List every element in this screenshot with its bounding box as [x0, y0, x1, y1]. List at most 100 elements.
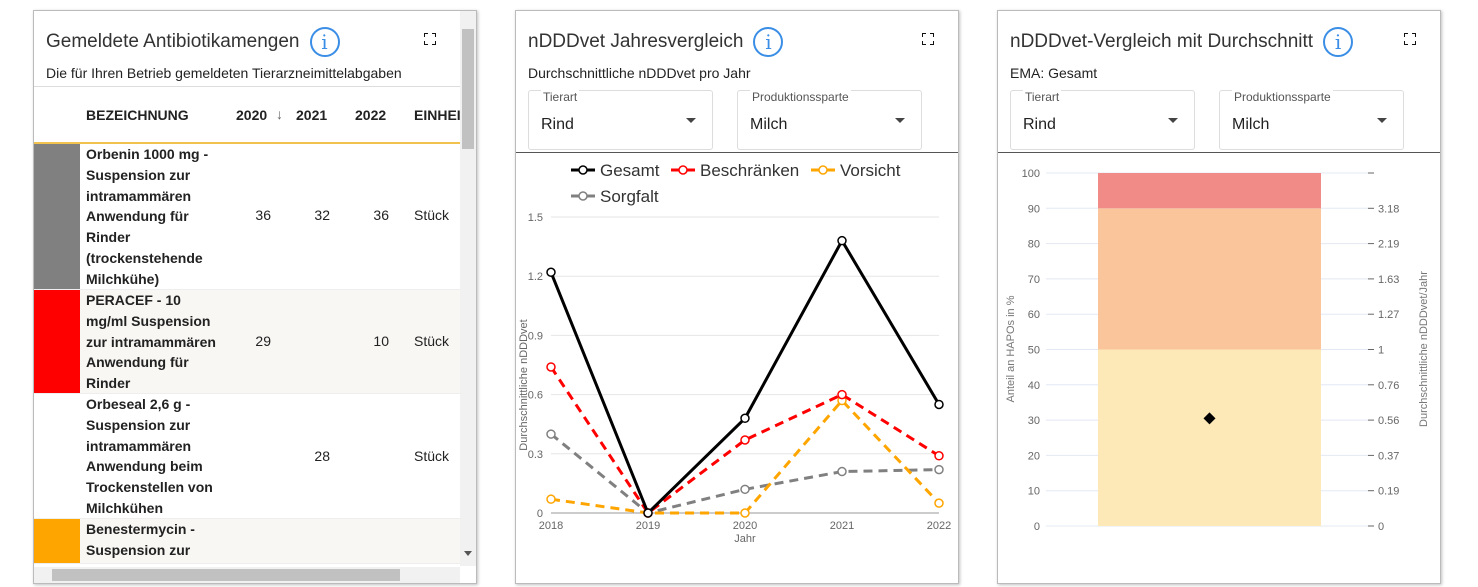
value-2022: 10	[373, 333, 389, 349]
value-2020: 29	[255, 333, 271, 349]
select-value: Milch	[750, 116, 788, 133]
produktionssparte-select[interactable]: Produktionssparte Milch	[1219, 90, 1404, 150]
table-row[interactable]: Orbeseal 2,6 g - Suspension zur intramam…	[34, 394, 460, 519]
line-chart: 0 0.3 0.6 0.9 1.2 1.5 2018 2019 2020 2021 2022 Jahr…	[518, 161, 951, 545]
select-value: Rind	[1023, 116, 1056, 133]
table-row[interactable]: Orbenin 1000 mg - Suspension zur intrama…	[34, 144, 460, 290]
y-tick-label: 90	[1028, 203, 1040, 215]
panel-title: Gemeldete Antibiotikamengen i	[46, 27, 340, 57]
legend-marker	[578, 191, 588, 201]
y-tick-label: 0.6	[528, 390, 543, 402]
legend-label: Gesamt	[600, 161, 660, 180]
data-point	[934, 464, 944, 475]
tierart-select[interactable]: Tierart Rind	[1010, 90, 1195, 150]
data-point	[740, 508, 750, 518]
value-marker	[1203, 412, 1216, 425]
y-tick-label: 80	[1028, 239, 1040, 251]
column-header-2020[interactable]: 2020	[236, 107, 268, 123]
dropdown-arrow-icon	[686, 118, 696, 123]
x-tick-label: 2019	[636, 520, 660, 532]
data-point	[546, 429, 556, 439]
column-header-name[interactable]: BEZEICHNUNG	[86, 107, 189, 123]
y2-tick-label: 1.63	[1378, 274, 1399, 286]
produktionssparte-select[interactable]: Produktionssparte Milch	[737, 90, 922, 150]
select-value: Milch	[1232, 116, 1270, 133]
legend-marker	[818, 165, 828, 175]
unit: Stück	[414, 448, 450, 464]
fullscreen-icon[interactable]	[1404, 33, 1416, 45]
unit: Stück	[414, 333, 450, 349]
panel-title: nDDDvet Jahresvergleich i	[528, 27, 784, 57]
x-tick-label: 2022	[927, 520, 951, 532]
scrollbar-thumb[interactable]	[52, 569, 400, 581]
y2-tick-label: 0.37	[1378, 450, 1399, 462]
y2-tick-label: 2.19	[1378, 239, 1399, 251]
antibiotic-amounts-panel: Gemeldete Antibiotikamengen i Die für Ihr…	[33, 10, 477, 584]
column-header-2021[interactable]: 2021	[296, 107, 328, 123]
panel-title-text: Gemeldete Antibiotikamengen	[46, 31, 300, 52]
series-line-sorgfalt	[550, 432, 940, 515]
info-icon[interactable]: i	[1323, 27, 1354, 57]
horizontal-scrollbar[interactable]	[34, 567, 460, 583]
panel-subtitle: EMA: Gesamt	[1010, 65, 1098, 81]
sort-down-icon[interactable]: ↓	[276, 106, 283, 122]
info-icon[interactable]: i	[309, 27, 340, 57]
data-point	[934, 498, 944, 508]
panel-subtitle: Durchschnittliche nDDDvet pro Jahr	[528, 65, 751, 81]
category-color-swatch	[34, 144, 80, 289]
band	[1098, 208, 1321, 350]
data-point	[740, 484, 750, 495]
data-point	[740, 413, 750, 424]
band	[1098, 349, 1321, 526]
panel-title-text: nDDDvet Jahresvergleich	[528, 31, 744, 52]
panel-title-text: nDDDvet-Vergleich mit Durchschnitt	[1010, 31, 1314, 52]
category-color-swatch	[34, 394, 80, 518]
select-label: Produktionssparte	[750, 90, 851, 104]
table-header: BEZEICHNUNG 2020 ↓ 2021 2022 EINHEI	[34, 87, 460, 144]
y-tick-label: 0	[1034, 521, 1040, 533]
divider	[516, 152, 958, 153]
table-row[interactable]: PERACEF - 10 mg/ml Suspension zur intram…	[34, 290, 460, 394]
data-point	[546, 362, 556, 372]
y2-tick-label: 0	[1378, 521, 1384, 533]
x-tick-label: 2021	[830, 520, 854, 532]
drug-name: PERACEF - 10 mg/ml Suspension zur intram…	[86, 292, 216, 392]
y2-tick-label: 0.56	[1378, 415, 1399, 427]
fullscreen-icon[interactable]	[424, 33, 436, 45]
series-line-vorsicht	[550, 398, 941, 515]
y-tick-label: 100	[1022, 168, 1040, 180]
tierart-select[interactable]: Tierart Rind	[528, 90, 713, 150]
y2-tick-label: 1	[1378, 345, 1384, 357]
panel-subtitle: Die für Ihren Betrieb gemeldeten Tierarz…	[46, 65, 402, 81]
x-axis-title: Jahr	[734, 533, 756, 545]
band	[1098, 173, 1321, 209]
vertical-scrollbar[interactable]	[460, 11, 476, 566]
scroll-down-icon[interactable]	[464, 551, 472, 556]
y2-axis-title: Durchschnittliche nDDDvet/Jahr	[1418, 271, 1430, 427]
drug-name: Orbenin 1000 mg - Suspension zur intrama…	[86, 146, 209, 287]
fullscreen-icon[interactable]	[922, 33, 934, 45]
data-point	[740, 435, 750, 445]
scrollbar-thumb[interactable]	[462, 29, 474, 149]
average-comparison-panel: nDDDvet-Vergleich mit Durchschnitt i EMA:…	[997, 10, 1441, 584]
value-2021: 28	[314, 448, 330, 464]
yearly-comparison-panel: nDDDvet Jahresvergleich i Durchschnittlic…	[515, 10, 959, 584]
select-label: Produktionssparte	[1232, 90, 1333, 104]
drug-name: Benestermycin - Suspension zur	[86, 521, 195, 558]
info-icon[interactable]: i	[753, 27, 784, 57]
table-row[interactable]: Benestermycin - Suspension zur	[34, 519, 460, 564]
category-color-swatch	[34, 290, 80, 393]
y-tick-label: 20	[1028, 450, 1040, 462]
y2-tick-label: 1.27	[1378, 309, 1399, 321]
y-tick-label: 60	[1028, 309, 1040, 321]
value-2022: 36	[373, 207, 389, 223]
y-tick-label: 10	[1028, 486, 1040, 498]
column-header-unit[interactable]: EINHEI	[414, 107, 460, 123]
legend-marker	[678, 165, 688, 175]
divider	[998, 152, 1440, 153]
data-point	[546, 267, 556, 278]
legend-label: Vorsicht	[840, 161, 901, 180]
table: BEZEICHNUNG 2020 ↓ 2021 2022 EINHEI Orbe…	[34, 86, 460, 567]
x-tick-label: 2018	[539, 520, 563, 532]
column-header-2022[interactable]: 2022	[355, 107, 387, 123]
